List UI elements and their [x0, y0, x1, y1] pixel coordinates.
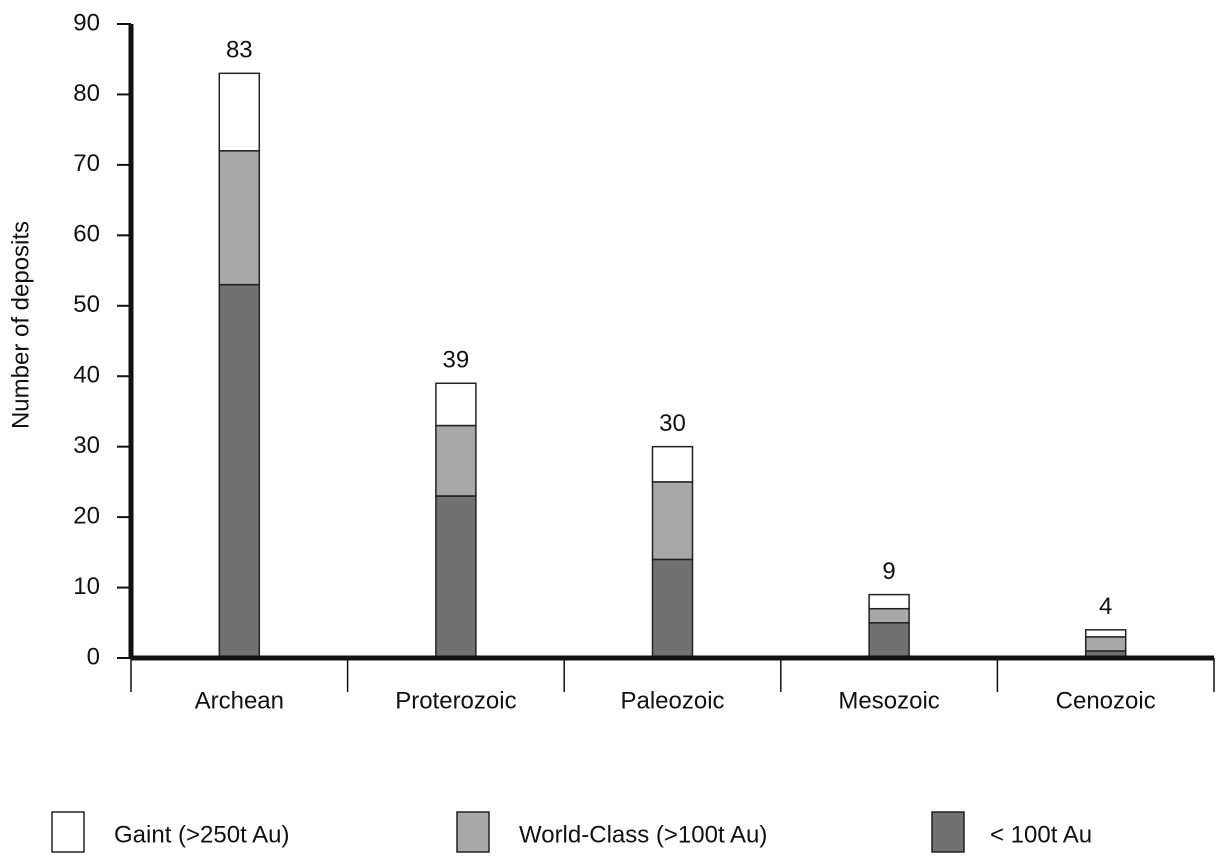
total-label: 4	[1099, 593, 1112, 620]
bar-segment	[435, 495, 477, 659]
total-label: 30	[659, 410, 686, 437]
bar-segment	[651, 481, 694, 561]
y-tick-label: 40	[73, 362, 100, 389]
x-tick-label: Mesozoic	[838, 687, 939, 714]
bar-segment	[651, 445, 694, 483]
legend-swatch	[51, 811, 85, 853]
y-tick-label: 70	[73, 150, 100, 177]
x-tick-label: Cenozoic	[1056, 687, 1156, 714]
bar-segment	[218, 283, 261, 659]
y-axis-label: Number of deposits	[7, 221, 34, 429]
bar-segment	[218, 72, 261, 152]
bar-segment	[435, 424, 477, 497]
y-tick-label: 60	[73, 221, 100, 248]
bar-segment	[868, 622, 910, 659]
bar-segment	[868, 593, 910, 610]
bar-segment	[651, 558, 694, 659]
legend-swatch	[456, 811, 490, 853]
y-tick-label: 10	[73, 573, 100, 600]
bar-segment	[218, 150, 261, 286]
x-tick-label: Archean	[195, 687, 284, 714]
legend-label: World-Class (>100t Au)	[519, 821, 767, 848]
x-tick-label: Proterozoic	[395, 687, 516, 714]
bar-segment	[868, 607, 910, 624]
total-label: 39	[443, 347, 470, 374]
y-tick-label: 0	[87, 643, 100, 670]
legend-label: < 100t Au	[990, 821, 1092, 848]
bar-segment	[1084, 629, 1127, 638]
y-tick-label: 30	[73, 432, 100, 459]
legend-swatch	[931, 811, 965, 853]
y-tick-label: 50	[73, 291, 100, 318]
x-tick-label: Paleozoic	[620, 687, 724, 714]
legend-label: Gaint (>250t Au)	[114, 821, 289, 848]
y-tick-label: 20	[73, 502, 100, 529]
total-label: 9	[882, 558, 895, 585]
bar-segment	[435, 382, 477, 427]
bar-segment	[1084, 636, 1127, 652]
y-tick-label: 90	[73, 9, 100, 36]
y-tick-label: 80	[73, 80, 100, 107]
total-label: 83	[226, 37, 253, 64]
